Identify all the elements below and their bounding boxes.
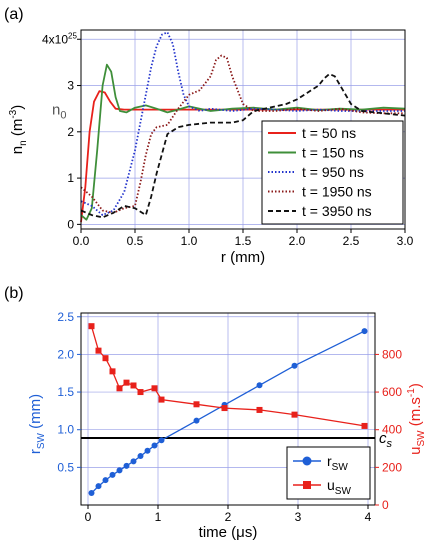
data-point-r_SW (109, 471, 116, 478)
x-tick-label: 1 (155, 510, 162, 524)
legend-label: t = 3950 ns (302, 203, 372, 219)
data-point-u_SW (256, 406, 263, 413)
x-tick-label: 3 (295, 510, 302, 524)
x-tick-label: 2 (225, 510, 232, 524)
right-y-tick-label: 600 (382, 385, 402, 399)
y-tick-label: 1 (67, 171, 74, 185)
x-tick-label: 1.0 (181, 234, 198, 248)
y-tick-label: 4x10 (42, 32, 68, 46)
y-tick-label: 0 (67, 217, 74, 231)
data-point-r_SW (256, 382, 263, 389)
panel-b-left-axis-label: rSW (mm) (27, 394, 47, 454)
data-point-u_SW (291, 411, 298, 418)
legend-label: rSW (327, 453, 348, 473)
legend-box (286, 446, 371, 500)
data-point-u_SW (88, 323, 95, 330)
data-point-u_SW (193, 401, 200, 408)
legend-marker (303, 481, 311, 489)
panel-a-series (80, 31, 406, 223)
right-y-tick-label: 200 (382, 460, 402, 474)
panel-b-right-axis-label: uSW (m.s-1) (406, 383, 427, 455)
x-tick-label: 4 (365, 510, 372, 524)
panel-b-legend: rSW uSW (286, 446, 371, 500)
right-y-tick-label: 800 (382, 347, 402, 361)
panel-a-label: (a) (4, 6, 24, 23)
panel-b-grid (81, 313, 375, 505)
data-point-u_SW (116, 385, 123, 392)
x-tick-label: 2.0 (289, 234, 306, 248)
data-point-u_SW (137, 389, 144, 396)
x-tick-label: 1.5 (235, 234, 252, 248)
data-point-u_SW (102, 355, 109, 362)
legend-marker (302, 456, 312, 466)
x-tick-label: 0.5 (127, 234, 144, 248)
panel-a-x-axis-label: r (mm) (221, 249, 265, 266)
data-point-r_SW (116, 467, 123, 474)
legend-label: t = 150 ns (302, 145, 364, 161)
series-line-4 (80, 73, 406, 219)
series-line-1 (80, 63, 406, 221)
data-point-r_SW (144, 447, 151, 454)
data-point-r_SW (361, 328, 368, 335)
panel-b-x-axis-label: time (μs) (199, 524, 258, 541)
data-point-u_SW (95, 347, 102, 354)
data-point-r_SW (291, 362, 298, 369)
panel-a-y-axis-label: nn (m-3) (8, 105, 29, 154)
panel-a-n0-annotation: n0 (52, 102, 66, 122)
data-point-r_SW (88, 489, 95, 496)
x-tick-label: 0.0 (73, 234, 90, 248)
data-point-u_SW (221, 405, 228, 412)
panel-b-series (88, 323, 368, 496)
data-point-u_SW (158, 396, 165, 403)
x-tick-label: 0 (85, 510, 92, 524)
legend-label: uSW (327, 477, 351, 497)
x-tick-label: 2.5 (343, 234, 360, 248)
right-y-tick-label: 400 (382, 423, 402, 437)
right-y-tick-label: 0 (382, 498, 389, 512)
series-line-2 (80, 31, 405, 217)
y-tick-label: 3 (67, 79, 74, 93)
data-point-r_SW (130, 458, 137, 465)
left-y-tick-label: 1.0 (57, 423, 74, 437)
legend-label: t = 950 ns (302, 164, 364, 180)
panel-a-legend: t = 50 ns t = 150 ns t = 950 ns t = 1950 ns… (261, 120, 404, 225)
data-point-r_SW (102, 477, 109, 484)
panel-b-label: (b) (4, 285, 24, 302)
data-point-u_SW (361, 422, 368, 429)
data-point-r_SW (137, 453, 144, 460)
data-point-r_SW (158, 437, 165, 444)
data-point-r_SW (123, 462, 130, 469)
left-y-tick-label: 2.0 (57, 347, 74, 361)
data-point-u_SW (109, 368, 116, 375)
panel-b-cs-label: cs (379, 430, 393, 450)
data-point-u_SW (151, 385, 158, 392)
panel-a-ticks: 0.0 0.5 1.0 1.5 2.0 2.5 3.0 0 1 2 3 4x10 25 (42, 31, 414, 248)
left-y-tick-label: 1.5 (57, 385, 74, 399)
legend-label: t = 1950 ns (302, 184, 372, 200)
y-tick-label: 2 (67, 125, 74, 139)
data-point-u_SW (130, 382, 137, 389)
panel-b: (b) 0 1 2 3 4 0.5 1.0 1.5 2.0 2.5 0 200 400 600 800 ti… (4, 285, 427, 541)
left-y-tick-label: 2.5 (57, 310, 74, 324)
panel-b-ticks: 0 1 2 3 4 0.5 1.0 1.5 2.0 2.5 0 200 400 600 800 (57, 310, 402, 524)
data-point-r_SW (95, 483, 102, 490)
data-point-r_SW (193, 417, 200, 424)
data-point-r_SW (151, 442, 158, 449)
series-line-r_SW (91, 330, 365, 494)
y-tick-exponent: 25 (68, 31, 77, 40)
panel-a: (a) 0.0 0.5 1.0 1.5 2.0 2.5 3.0 0 1 2 3 4x10 25 r (m… (4, 6, 414, 266)
legend-label: t = 50 ns (302, 125, 356, 141)
data-point-u_SW (123, 379, 130, 386)
left-y-tick-label: 0.5 (57, 460, 74, 474)
x-tick-label: 3.0 (397, 234, 414, 248)
